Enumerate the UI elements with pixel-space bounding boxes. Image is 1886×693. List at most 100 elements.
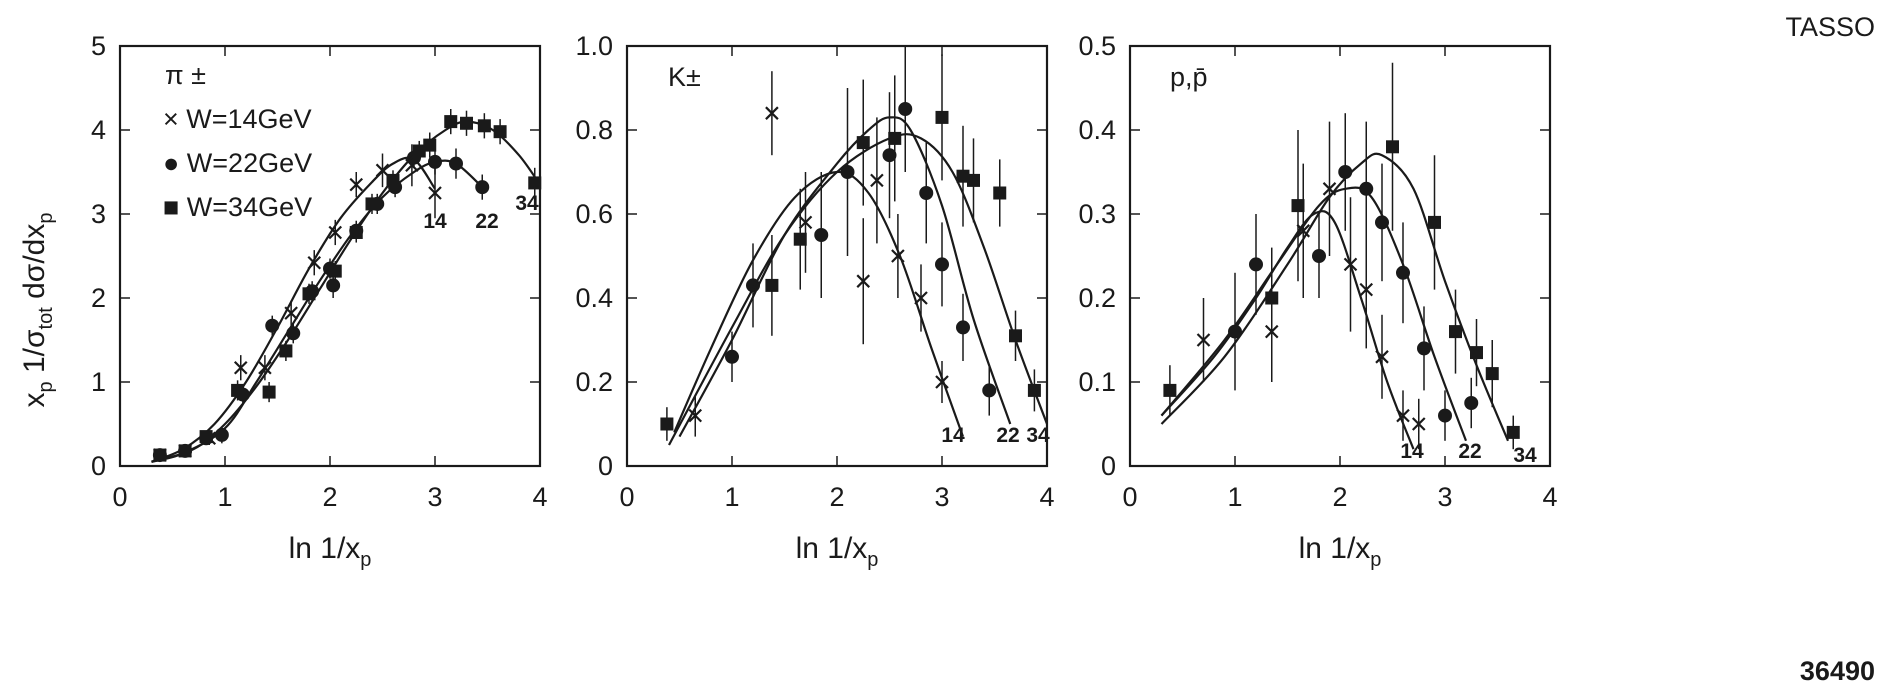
panel-protons: 0 1 2 3 400.10.20.30.40.5ln 1/xpp,p̄14 22 34 [1078, 31, 1557, 571]
data-point [1196, 333, 1211, 347]
curve-label: 34 [515, 192, 539, 215]
x-tick-label: 4 [1039, 482, 1054, 512]
plot-frame [1128, 44, 1552, 468]
data-point [982, 383, 997, 398]
data-point [688, 408, 703, 423]
data-point [262, 385, 276, 399]
x-tick-label: 4 [1542, 482, 1557, 512]
y-axis-label: xp 1/σtot dσ/dxp [18, 213, 57, 408]
data-point [870, 173, 884, 188]
data-point [993, 186, 1007, 200]
data-point [1338, 165, 1353, 179]
x-tick-label: 0 [1122, 482, 1137, 512]
data-point [428, 154, 442, 169]
data-point [328, 264, 342, 278]
data-point [460, 116, 473, 130]
x-axis-label: ln 1/xp [796, 532, 879, 571]
data-point [279, 344, 293, 358]
data-point [1485, 367, 1499, 381]
data-point [153, 448, 167, 462]
data-point [1396, 408, 1410, 423]
data-point [1417, 341, 1431, 356]
y-tick-label: 0.6 [575, 199, 613, 229]
x-tick-label: 2 [829, 482, 844, 512]
data-point [1464, 396, 1479, 410]
y-tick-label: 3 [91, 199, 106, 229]
fit-curve [673, 170, 965, 437]
y-tick-label: 0 [91, 451, 106, 481]
data-point [914, 291, 928, 305]
y-tick-label: 0.8 [575, 115, 613, 145]
data-point [1506, 425, 1520, 439]
data-point [365, 197, 379, 211]
data-point [856, 274, 871, 288]
data-point [178, 444, 192, 458]
y-tick-label: 0 [598, 451, 613, 481]
y-tick-label: 0.3 [1078, 199, 1116, 229]
data-point [1359, 282, 1374, 297]
data-point [1027, 383, 1041, 397]
data-point [1296, 224, 1311, 238]
curve-label: 34 [1026, 424, 1050, 447]
data-point [1470, 346, 1483, 360]
x-tick-label: 0 [112, 482, 127, 512]
data-point [302, 287, 316, 301]
panel-label: p,p̄ [1170, 62, 1208, 92]
data-point [328, 225, 343, 240]
data-point [1343, 257, 1358, 272]
y-tick-label: 1 [91, 367, 106, 397]
plot-frame [625, 44, 1049, 468]
x-axis-label-part: ln 1/x [1299, 532, 1371, 565]
data-point [765, 106, 779, 120]
x-axis-label-part: ln 1/x [796, 532, 868, 565]
x-tick-label: 1 [1227, 482, 1242, 512]
y-tick-label: 0.5 [1078, 31, 1116, 61]
y-tick-label: 0.4 [1078, 115, 1116, 145]
curve-label: 34 [1513, 444, 1537, 467]
data-point [1291, 199, 1305, 213]
panel-kaons: 0 1 2 3 400.20.40.60.81.0ln 1/xpK±14 22 34 [575, 31, 1054, 571]
y-axis-label-part: 1/σ [18, 329, 51, 381]
y-axis-label-part: tot [35, 307, 57, 330]
data-point [477, 119, 491, 133]
data-point [349, 225, 363, 239]
y-tick-label: 5 [91, 31, 106, 61]
data-point [284, 306, 298, 320]
data-point [1449, 325, 1462, 339]
curve-label: 22 [475, 210, 498, 233]
fit-curve [1160, 186, 1468, 442]
data-point [423, 138, 437, 152]
data-point [1228, 324, 1242, 339]
x-axis-label: ln 1/xp [289, 532, 372, 571]
data-point [793, 232, 807, 246]
data-point [935, 110, 949, 124]
data-point [1009, 329, 1022, 343]
y-axis-label-part: x [18, 392, 51, 407]
curve-label: 14 [941, 424, 965, 447]
fit-curve [678, 116, 1012, 438]
x-tick-label: 1 [724, 482, 739, 512]
legend-entry: ■ W=34GeV [163, 192, 312, 222]
curve-label: 22 [1458, 440, 1481, 463]
curve-label: 22 [996, 424, 1019, 447]
x-tick-label: 1 [217, 482, 232, 512]
fit-curve [1160, 152, 1510, 442]
data-point [798, 215, 813, 230]
data-point [935, 375, 949, 389]
data-point [265, 318, 280, 333]
data-point [1163, 383, 1177, 397]
data-point [1375, 215, 1389, 230]
legend-entry: ● W=22GeV [163, 148, 312, 178]
panel-label: K± [668, 62, 701, 92]
data-point [449, 156, 463, 171]
y-tick-label: 0 [1101, 451, 1116, 481]
data-point [898, 102, 913, 116]
data-point [891, 249, 905, 263]
data-point [1359, 181, 1374, 196]
data-point [888, 131, 902, 145]
y-tick-label: 0.4 [575, 283, 613, 313]
data-point [528, 176, 542, 190]
data-point [1438, 408, 1452, 423]
x-tick-label: 3 [427, 482, 442, 512]
